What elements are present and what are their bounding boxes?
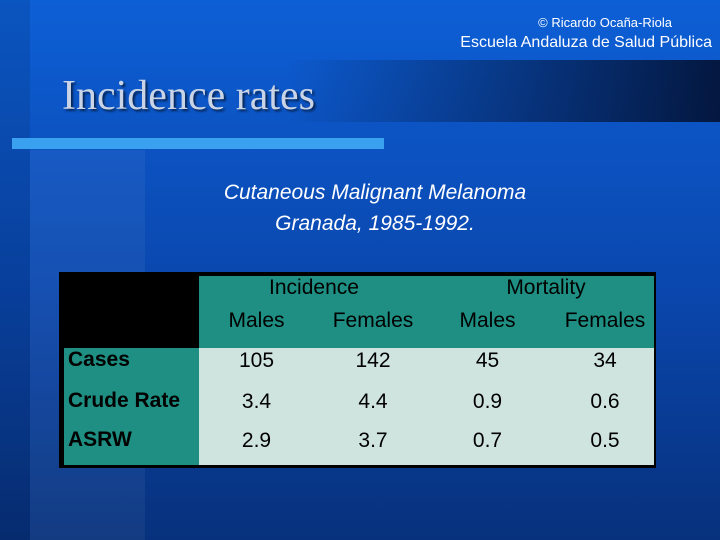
table-cell: 2.9 [241,429,272,452]
table-cell: 4.4 [358,390,388,413]
table-cell: 3.7 [358,429,388,452]
table-cell: 0.7 [472,429,503,452]
subheader-mortality-females: Females [564,309,646,332]
table-cell: 34 [593,349,617,372]
row-label-column [64,348,199,465]
table-cell: 45 [475,349,500,372]
table-cell: 105 [238,349,275,372]
subheader-incidence-males: Males [228,309,285,332]
row-label-asrw: ASRW [68,428,132,451]
table-cell: 0.6 [590,390,620,413]
table-cell: 0.5 [590,429,620,452]
subheader-incidence-females: Females [332,309,414,332]
institution-name: Escuela Andaluza de Salud Pública [460,34,712,51]
table-cell: 3.4 [241,390,272,413]
subheader-mortality-males: Males [459,309,516,332]
slide-title: Incidence rates [62,73,316,119]
subtitle-line-1: Cutaneous Malignant Melanoma [223,181,527,204]
title-underline [12,138,384,149]
row-label-crude-rate: Crude Rate [68,389,181,412]
header-incidence: Incidence [269,276,359,299]
title-bar [0,60,720,122]
header-mortality: Mortality [506,276,586,299]
table-cell: 142 [355,349,391,372]
table-cell: 0.9 [472,390,503,413]
table-header [199,276,654,348]
table-corner [59,272,199,348]
subtitle-line-2: Granada, 1985-1992. [275,212,475,235]
row-label-cases: Cases [68,348,130,371]
copyright-text: © Ricardo Ocaña-Riola [538,15,672,30]
rates-table: Incidence Mortality Males Females Males … [59,272,656,468]
table-body [199,348,654,465]
